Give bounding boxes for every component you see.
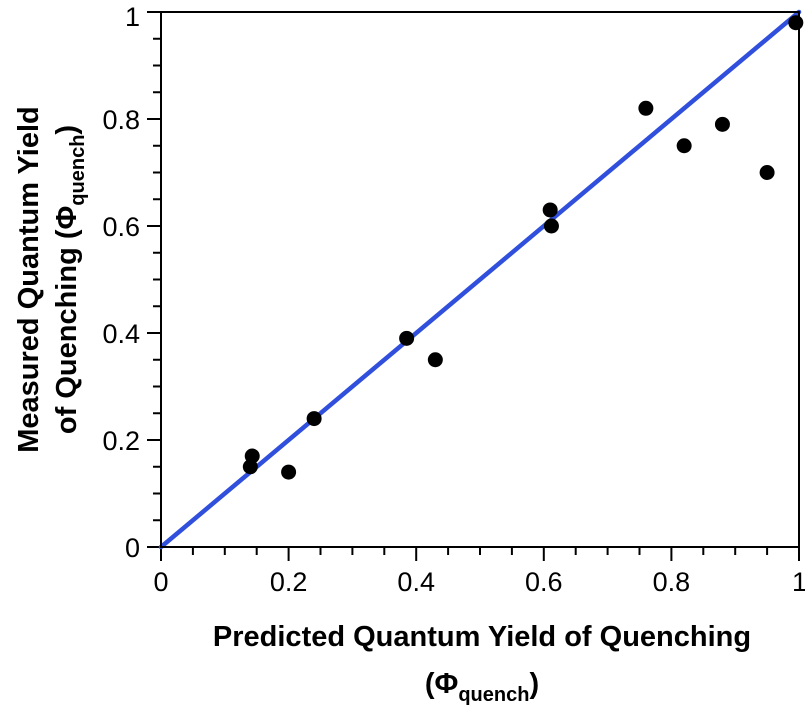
x-axis-close: ) <box>529 668 539 700</box>
data-point <box>244 448 260 464</box>
data-point <box>542 202 558 218</box>
y-axis-label: Measured Quantum Yield of Quenching (Φqu… <box>13 106 89 452</box>
x-tick-label: 0.2 <box>270 567 308 597</box>
x-axis-label-text: Predicted Quantum Yield of Quenching <box>213 621 751 653</box>
x-tick-label: 0.8 <box>653 567 691 597</box>
y-tick-label: 0.4 <box>102 319 140 349</box>
data-point <box>427 352 443 368</box>
x-axis-label: Predicted Quantum Yield of Quenching <box>213 621 751 653</box>
plot-frame <box>160 11 800 548</box>
x-tick-label: 1 <box>792 567 805 597</box>
y-tick-label: 0.8 <box>102 105 140 135</box>
x-tick-labels: 0 0.2 0.4 0.6 0.8 1 <box>153 567 805 597</box>
y-axis-label-line2: of Quenching (Φquench) <box>51 125 89 434</box>
x-axis-symbol: (Φ <box>425 668 458 700</box>
data-point <box>399 330 415 346</box>
y-axis-subscript: quench <box>67 135 89 206</box>
y-axis-close: ) <box>51 125 83 135</box>
y-tick-label: 1 <box>125 2 140 32</box>
data-point <box>788 15 804 31</box>
data-point <box>714 116 730 132</box>
data-point <box>306 411 322 427</box>
data-points <box>242 15 804 480</box>
y-tick-label: 0.2 <box>102 426 140 456</box>
x-tick-label: 0 <box>153 567 168 597</box>
data-point <box>281 464 297 480</box>
x-axis-label-symbol: (Φquench) <box>425 668 539 706</box>
x-axis-subscript: quench <box>458 684 529 706</box>
data-point <box>676 138 692 154</box>
y-tick-label: 0 <box>125 533 140 563</box>
y-axis-prefix: of Quenching (Φ <box>51 206 83 434</box>
reference-line <box>158 9 802 550</box>
data-point <box>543 218 559 234</box>
x-tick-label: 0.6 <box>525 567 563 597</box>
y-axis-label-line1: Measured Quantum Yield <box>13 106 45 452</box>
x-tick-label: 0.4 <box>397 567 435 597</box>
data-point <box>638 100 654 116</box>
y-tick-label: 0.6 <box>102 212 140 242</box>
y-tick-labels: 0 0.2 0.4 0.6 0.8 1 <box>102 2 140 563</box>
axis-ticks <box>147 11 800 561</box>
data-point <box>759 165 775 180</box>
